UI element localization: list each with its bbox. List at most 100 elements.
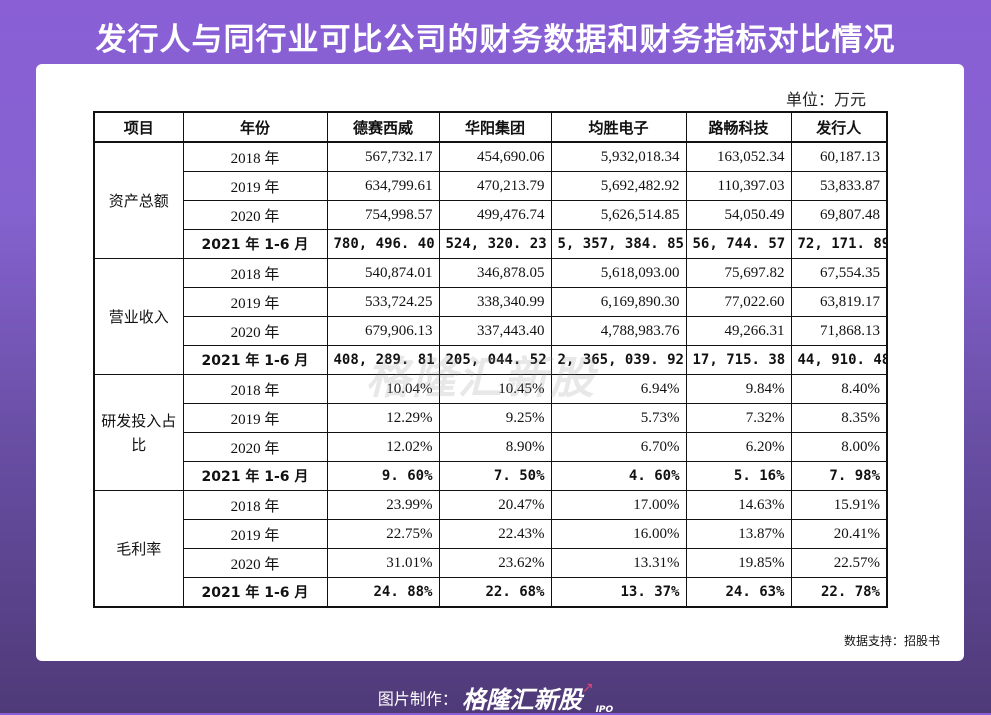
value-cell: 163,052.34 (685, 141, 792, 172)
year-cell: 2019 年 (182, 403, 328, 433)
column-header: 发行人 (790, 111, 888, 143)
table-row: 2019 年 533,724.25 338,340.99 6,169,890.30 77… (94, 287, 888, 317)
table-row: 2020 年 754,998.57 499,476.74 5,626,514.85 54… (94, 200, 888, 230)
value-cell: 533,724.25 (326, 287, 440, 317)
arrow-up-icon: ↗ (581, 680, 594, 696)
value-cell: 470,213.79 (438, 171, 552, 201)
value-cell: 17.00% (550, 490, 687, 520)
value-cell: 2, 365, 039. 92 (550, 345, 687, 375)
value-cell: 23.99% (326, 490, 440, 520)
year-cell: 2020 年 (182, 548, 328, 578)
value-cell: 780, 496. 40 (326, 229, 440, 259)
table-row: 资产总额 2018 年 567,732.17 454,690.06 5,932,018.… (93, 141, 888, 259)
value-cell: 4. 60% (550, 461, 687, 491)
value-cell: 24. 63% (685, 577, 792, 608)
value-cell: 110,397.03 (685, 171, 792, 201)
value-cell: 9.84% (685, 374, 792, 404)
footer-ipo-tag: IPO (595, 705, 614, 715)
value-cell: 205, 044. 52 (438, 345, 552, 375)
value-cell: 7. 50% (438, 461, 552, 491)
year-cell: 2018 年 (182, 141, 328, 172)
value-cell: 5, 357, 384. 85 (550, 229, 687, 259)
value-cell: 346,878.05 (438, 258, 552, 288)
value-cell: 5,932,018.34 (550, 141, 687, 172)
value-cell: 14.63% (685, 490, 792, 520)
table-row: 毛利率 2018 年 23.99% 20.47% 17.00% 14.63% 15.91% (93, 490, 888, 608)
value-cell: 22.43% (438, 519, 552, 549)
year-cell: 2021 年 1-6 月 (182, 577, 328, 608)
value-cell: 10.04% (326, 374, 440, 404)
value-cell: 5,692,482.92 (550, 171, 687, 201)
content-card: 单位：万元 项目 年份 德赛西威 华阳集团 均胜电子 路畅科技 发行人 资产总额 2018 年… (36, 64, 964, 661)
footer-credit: 图片制作： 格隆汇新股↗IPO (0, 680, 991, 715)
value-cell: 16.00% (550, 519, 687, 549)
year-cell: 2020 年 (182, 316, 328, 346)
value-cell: 13.31% (550, 548, 687, 578)
value-cell: 22. 78% (790, 577, 888, 608)
column-header: 年份 (182, 111, 328, 143)
table-row: 2021 年 1-6 月 24. 88% 22. 68% 13. 37% 24. 63%… (94, 577, 888, 608)
value-cell: 72, 171. 89 (790, 229, 888, 259)
table-row: 2020 年 679,906.13 337,443.40 4,788,983.76 49… (94, 316, 888, 346)
value-cell: 23.62% (438, 548, 552, 578)
table-row: 营业收入 2018 年 540,874.01 346,878.05 5,618,093.… (93, 258, 888, 375)
value-cell: 408, 289. 81 (326, 345, 440, 375)
value-cell: 24. 88% (326, 577, 440, 608)
column-header: 均胜电子 (550, 111, 687, 143)
table-row: 2019 年 22.75% 22.43% 16.00% 13.87% 20.41% (94, 519, 888, 549)
year-cell: 2021 年 1-6 月 (182, 345, 328, 375)
value-cell: 9. 60% (326, 461, 440, 491)
category-cell: 研发投入占比 (93, 374, 184, 491)
value-cell: 22. 68% (438, 577, 552, 608)
table-row: 2021 年 1-6 月 408, 289. 81 205, 044. 52 2, 3… (94, 345, 888, 375)
value-cell: 13. 37% (550, 577, 687, 608)
column-header: 路畅科技 (685, 111, 792, 143)
year-cell: 2020 年 (182, 432, 328, 462)
value-cell: 12.29% (326, 403, 440, 433)
value-cell: 6.20% (685, 432, 792, 462)
column-header: 华阳集团 (438, 111, 552, 143)
value-cell: 5. 16% (685, 461, 792, 491)
financial-table: 项目 年份 德赛西威 华阳集团 均胜电子 路畅科技 发行人 资产总额 2018 年 567,73… (93, 111, 888, 608)
value-cell: 5,626,514.85 (550, 200, 687, 230)
table-row: 2021 年 1-6 月 9. 60% 7. 50% 4. 60% 5. 16% 7. 9… (94, 461, 888, 491)
value-cell: 5.73% (550, 403, 687, 433)
value-cell: 454,690.06 (438, 141, 552, 172)
value-cell: 4,788,983.76 (550, 316, 687, 346)
table-row: 研发投入占比 2018 年 10.04% 10.45% 6.94% 9.84% 8.40% (93, 374, 888, 491)
value-cell: 337,443.40 (438, 316, 552, 346)
value-cell: 499,476.74 (438, 200, 552, 230)
value-cell: 540,874.01 (326, 258, 440, 288)
category-cell: 毛利率 (93, 490, 184, 608)
value-cell: 44, 910. 48 (790, 345, 888, 375)
data-source: 数据支持：招股书 (843, 634, 940, 648)
table-body: 资产总额 2018 年 567,732.17 454,690.06 5,932,018.… (93, 141, 888, 608)
value-cell: 13.87% (685, 519, 792, 549)
value-cell: 75,697.82 (685, 258, 792, 288)
value-cell: 67,554.35 (790, 258, 888, 288)
value-cell: 19.85% (685, 548, 792, 578)
year-cell: 2018 年 (182, 258, 328, 288)
value-cell: 31.01% (326, 548, 440, 578)
value-cell: 679,906.13 (326, 316, 440, 346)
value-cell: 6.70% (550, 432, 687, 462)
value-cell: 754,998.57 (326, 200, 440, 230)
value-cell: 22.57% (790, 548, 888, 578)
year-cell: 2018 年 (182, 374, 328, 404)
year-cell: 2019 年 (182, 287, 328, 317)
value-cell: 12.02% (326, 432, 440, 462)
value-cell: 49,266.31 (685, 316, 792, 346)
table-row: 2021 年 1-6 月 780, 496. 40 524, 320. 23 5, 3… (94, 229, 888, 259)
year-cell: 2021 年 1-6 月 (182, 461, 328, 491)
category-cell: 营业收入 (93, 258, 184, 375)
page-title: 发行人与同行业可比公司的财务数据和财务指标对比情况 (95, 22, 896, 58)
value-cell: 8.40% (790, 374, 888, 404)
value-cell: 8.35% (790, 403, 888, 433)
table-row: 2020 年 12.02% 8.90% 6.70% 6.20% 8.00% (94, 432, 888, 462)
year-cell: 2019 年 (182, 519, 328, 549)
value-cell: 20.41% (790, 519, 888, 549)
year-cell: 2020 年 (182, 200, 328, 230)
value-cell: 524, 320. 23 (438, 229, 552, 259)
value-cell: 338,340.99 (438, 287, 552, 317)
value-cell: 22.75% (326, 519, 440, 549)
